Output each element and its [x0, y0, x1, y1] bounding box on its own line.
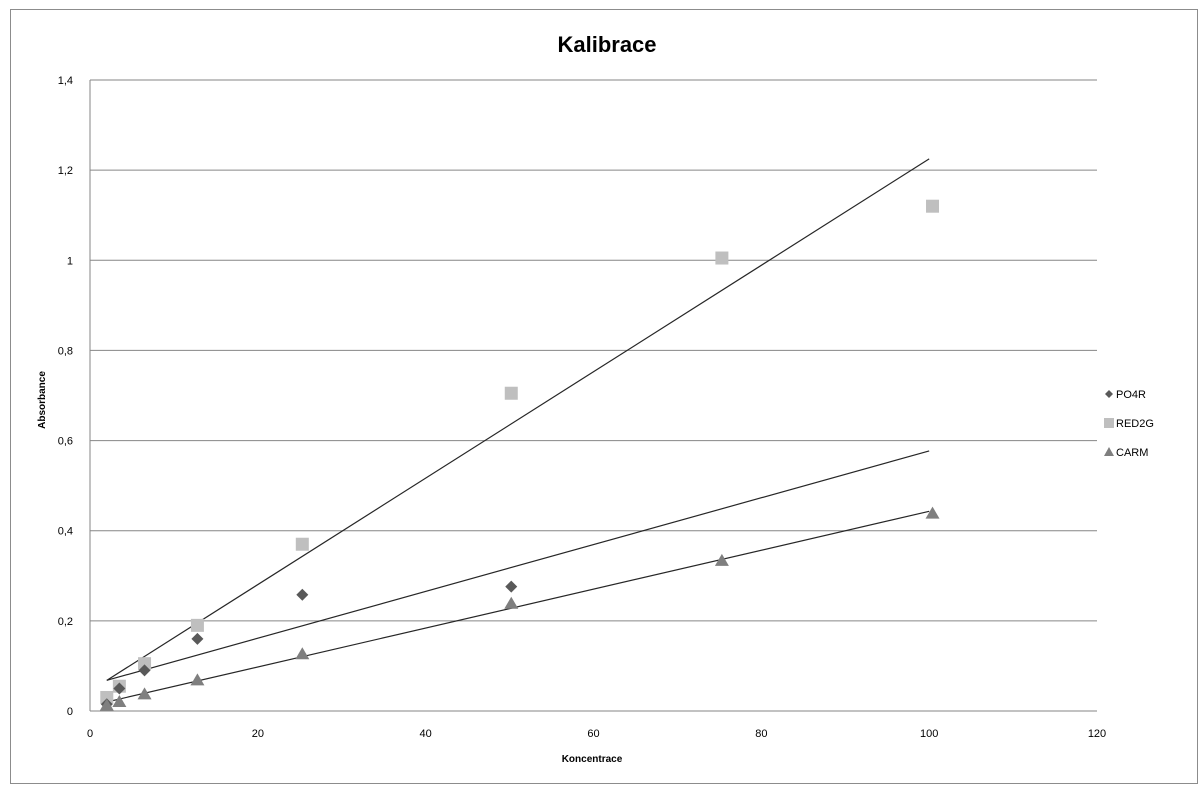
- point-po4r: [138, 664, 151, 677]
- point-red2g: [190, 618, 204, 632]
- legend-item-po4r: PO4R: [1105, 389, 1146, 401]
- point-red2g: [100, 690, 114, 704]
- trendline-po4r: [106, 450, 930, 681]
- chart-frame: [10, 9, 1198, 784]
- x-axis-title: Koncentrace: [562, 754, 623, 765]
- point-red2g: [138, 657, 152, 671]
- legend-item-red2g: RED2G: [1104, 418, 1154, 430]
- data-points: [99, 199, 940, 711]
- y-tick-label: 1: [67, 255, 73, 267]
- point-po4r: [113, 682, 126, 695]
- point-carm: [99, 698, 114, 711]
- point-red2g: [504, 386, 518, 400]
- point-po4r: [505, 580, 518, 593]
- legend-marker: [1104, 447, 1114, 456]
- x-tick-label: 80: [755, 728, 767, 740]
- x-tick-label: 120: [1088, 728, 1106, 740]
- gridlines: [90, 79, 1097, 622]
- point-carm: [137, 687, 152, 700]
- point-po4r: [296, 588, 309, 601]
- point-red2g: [926, 199, 940, 213]
- point-carm: [190, 673, 205, 686]
- trendline-red2g: [106, 158, 930, 681]
- legend-item-carm: CARM: [1104, 447, 1148, 459]
- x-tick-label: 0: [87, 728, 93, 740]
- point-carm: [112, 694, 127, 707]
- y-tick-label: 1,4: [58, 75, 73, 87]
- y-tick-label: 0,8: [58, 345, 73, 357]
- y-tick-label: 0,2: [58, 616, 73, 628]
- y-tick-label: 0: [67, 706, 73, 718]
- legend-marker: [1104, 418, 1114, 428]
- y-tick-label: 0,6: [58, 436, 73, 448]
- axes: 0 0,2 0,4 0,6 0,8 1 1,2 1,4 0 20 40 60 80 100 120: [58, 75, 1106, 740]
- x-tick-label: 100: [920, 728, 938, 740]
- y-tick-label: 1,2: [58, 165, 73, 177]
- legend-label: CARM: [1116, 447, 1148, 459]
- point-carm: [925, 506, 940, 519]
- y-tick-label: 0,4: [58, 526, 73, 538]
- point-po4r: [191, 632, 204, 645]
- legend-marker: [1105, 390, 1113, 398]
- point-red2g: [715, 251, 729, 265]
- point-carm: [295, 647, 310, 660]
- x-tick-label: 20: [252, 728, 264, 740]
- trendline-carm: [106, 510, 930, 703]
- legend-label: PO4R: [1116, 389, 1146, 401]
- chart-title: Kalibrace: [557, 32, 656, 57]
- point-red2g: [295, 537, 309, 551]
- point-carm: [504, 596, 519, 609]
- y-axis-title: Absorbance: [37, 371, 48, 429]
- point-carm: [714, 553, 729, 566]
- trendlines: [106, 158, 930, 703]
- legend-label: RED2G: [1116, 418, 1154, 430]
- x-tick-label: 40: [420, 728, 432, 740]
- legend: PO4R RED2G CARM: [1104, 389, 1154, 459]
- x-tick-label: 60: [587, 728, 599, 740]
